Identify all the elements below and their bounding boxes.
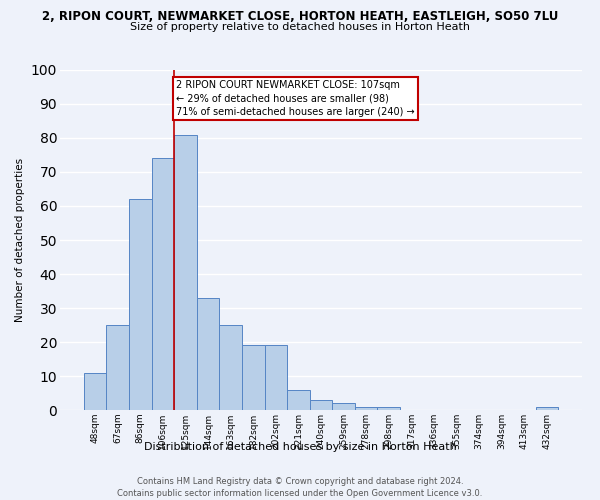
Bar: [310, 400, 332, 410]
Bar: [332, 403, 355, 410]
Text: 2 RIPON COURT NEWMARKET CLOSE: 107sqm
← 29% of detached houses are smaller (98)
: 2 RIPON COURT NEWMARKET CLOSE: 107sqm ← …: [176, 80, 415, 116]
Y-axis label: Number of detached properties: Number of detached properties: [15, 158, 25, 322]
Bar: [129, 199, 152, 410]
Bar: [152, 158, 174, 410]
Bar: [197, 298, 220, 410]
Bar: [287, 390, 310, 410]
Text: Distribution of detached houses by size in Horton Heath: Distribution of detached houses by size …: [143, 442, 457, 452]
Bar: [174, 134, 197, 410]
Bar: [377, 406, 400, 410]
Text: Size of property relative to detached houses in Horton Heath: Size of property relative to detached ho…: [130, 22, 470, 32]
Text: Contains HM Land Registry data © Crown copyright and database right 2024.: Contains HM Land Registry data © Crown c…: [137, 478, 463, 486]
Bar: [220, 325, 242, 410]
Text: 2, RIPON COURT, NEWMARKET CLOSE, HORTON HEATH, EASTLEIGH, SO50 7LU: 2, RIPON COURT, NEWMARKET CLOSE, HORTON …: [42, 10, 558, 23]
Bar: [536, 406, 558, 410]
Bar: [106, 325, 129, 410]
Bar: [242, 346, 265, 410]
Text: Contains public sector information licensed under the Open Government Licence v3: Contains public sector information licen…: [118, 489, 482, 498]
Bar: [355, 406, 377, 410]
Bar: [265, 346, 287, 410]
Bar: [84, 372, 106, 410]
